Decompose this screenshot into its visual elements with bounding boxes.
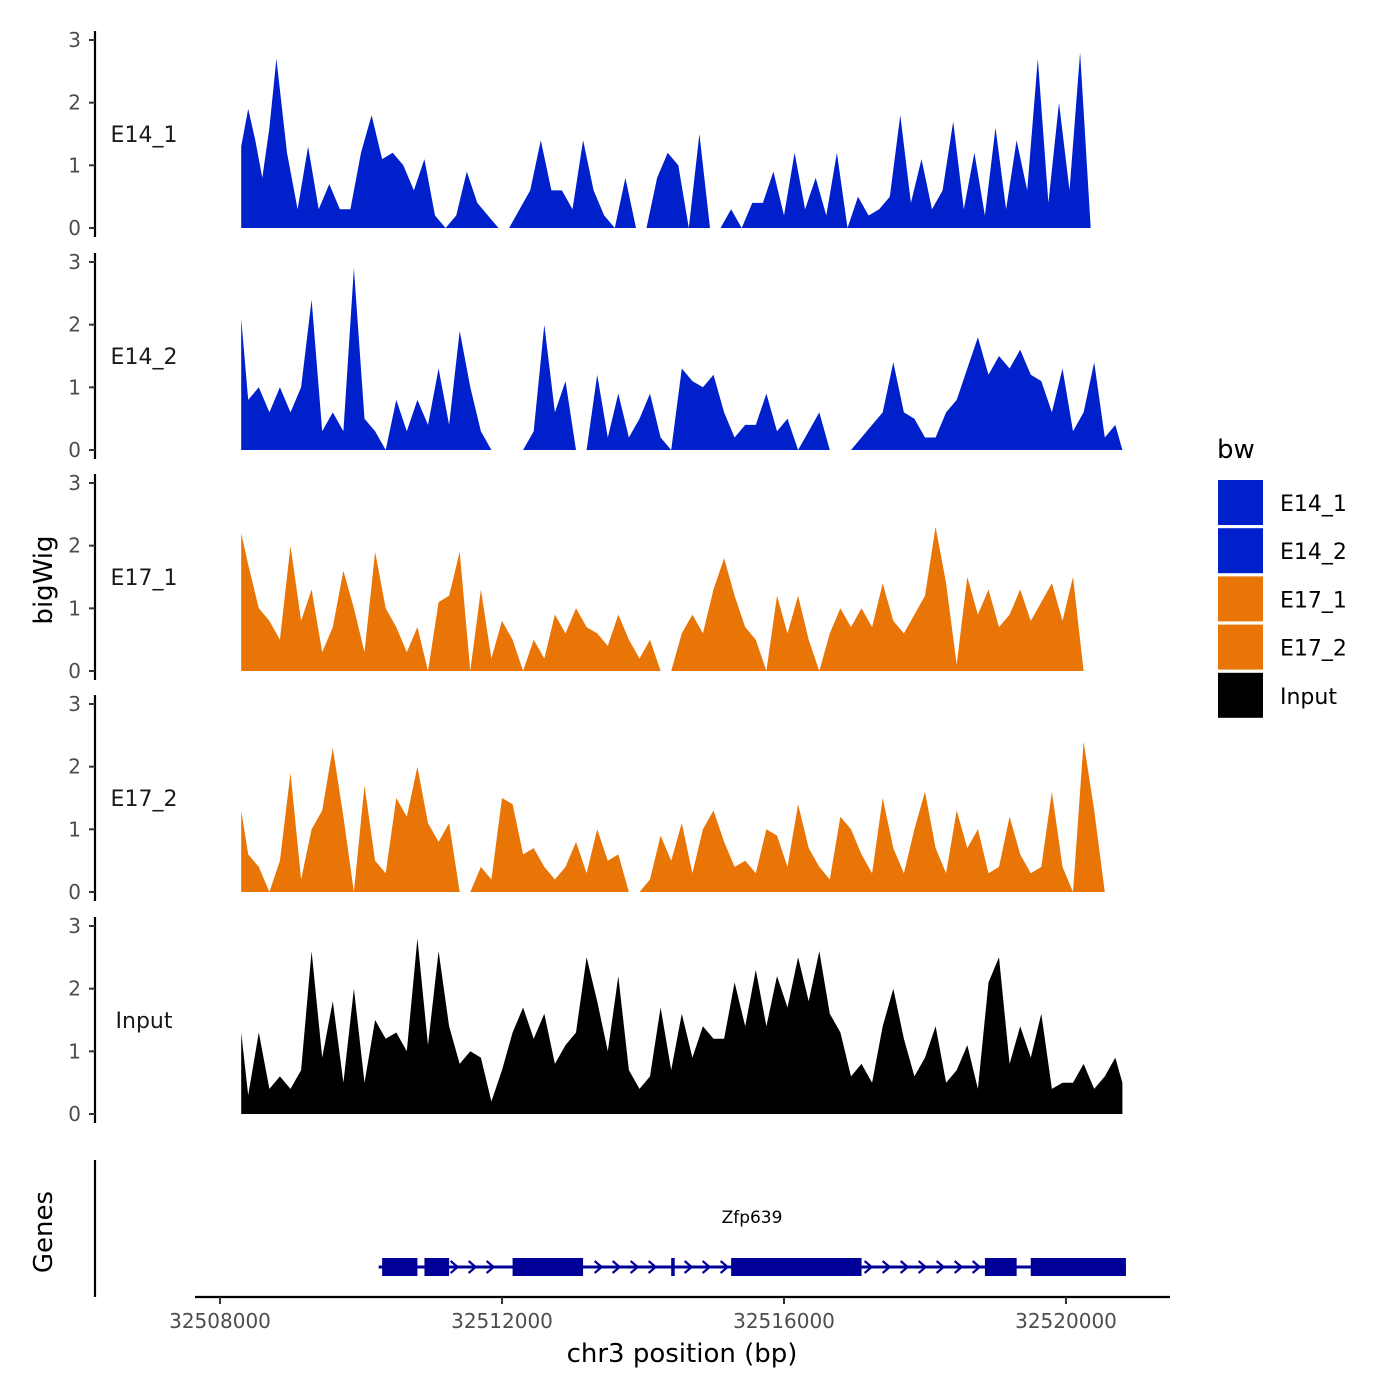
track-Input: 0 1 2 3 Input [68,914,1123,1126]
strand-arrow [611,1260,622,1274]
coverage-area-E17_2 [241,741,1123,892]
track-E14_2: 0 1 2 3 E14_2 [68,250,1123,462]
strand-arrow [647,1260,658,1274]
x-tick-label: 32516000 [733,1309,835,1333]
strand-arrow [899,1260,910,1274]
strand-arrow [629,1260,640,1274]
strand-arrow [935,1260,946,1274]
y-tick-label: 1 [68,817,81,841]
y-axis-title: bigWig [29,535,59,624]
y-tick-label: 0 [68,659,81,683]
x-tick-label: 32512000 [451,1309,553,1333]
coverage-area-E14_1 [241,52,1123,228]
strand-arrow [449,1260,460,1274]
strand-arrow [485,1260,496,1274]
track-E17_1: 0 1 2 3 E17_1 [68,471,1123,683]
gene-exon [984,1258,1017,1276]
track-E17_2: 0 1 2 3 E17_2 [68,692,1123,904]
strand-arrow [467,1260,478,1274]
x-axis: 32508000 32512000 32516000 32520000 [169,1295,1170,1333]
y-tick-label: 1 [68,153,81,177]
y-tick-label: 0 [68,216,81,240]
legend-label: E17_1 [1280,588,1347,613]
strand-arrow [719,1260,730,1274]
y-tick-label: 2 [68,91,81,115]
y-tick-label: 3 [68,250,81,274]
y-tick-label: 2 [68,313,81,337]
strand-arrow [701,1260,712,1274]
legend-label: Input [1280,685,1337,710]
coverage-area-E14_2 [241,268,1123,450]
y-tick-label: 3 [68,471,81,495]
legend-label: E14_2 [1280,540,1347,565]
y-tick-label: 1 [68,596,81,620]
legend-title: bw [1217,435,1255,465]
gene-exon [671,1258,675,1276]
gene-name-label: Zfp639 [722,1208,783,1228]
gene-track: Zfp639 [93,1160,1126,1297]
y-tick-label: 2 [68,977,81,1001]
legend-swatch-E17_1 [1218,576,1263,622]
strand-arrow [683,1260,694,1274]
gene-exon [512,1258,584,1276]
track-label: E17_2 [111,787,178,812]
gene-exon [424,1258,450,1276]
y-tick-label: 0 [68,1102,81,1126]
legend-swatch-E17_2 [1218,624,1263,670]
y-tick-label: 3 [68,28,81,52]
genes-axis-title: Genes [29,1191,59,1273]
legend-label: E14_1 [1280,492,1347,517]
x-tick-label: 32520000 [1015,1309,1117,1333]
coverage-area-Input [241,938,1123,1114]
y-tick-label: 0 [68,880,81,904]
strand-arrow [953,1260,964,1274]
y-tick-label: 1 [68,1039,81,1063]
track-label: E14_2 [111,345,178,370]
track-label: E14_1 [111,123,178,148]
strand-arrow [971,1260,982,1274]
legend-label: E17_2 [1280,637,1347,662]
tracks-layer: 0 1 2 3 E14_1 0 1 2 3 E14_2 0 1 2 3 E17_1 0 1 2 3 E17_2 0 1 2 3… [68,28,1123,1126]
legend-swatch-E14_1 [1218,480,1263,525]
gene-exon [731,1258,862,1276]
gene-exon [1030,1258,1126,1276]
strand-arrow [593,1260,604,1274]
legend: bw E14_1 E14_2 E17_1 E17_2 Input [1217,435,1347,718]
track-E14_1: 0 1 2 3 E14_1 [68,28,1123,240]
y-tick-label: 0 [68,438,81,462]
y-tick-label: 3 [68,692,81,716]
legend-swatch-Input [1218,672,1263,718]
strand-arrow [917,1260,928,1274]
track-label: Input [116,1009,173,1034]
strand-arrow [863,1260,874,1274]
y-tick-label: 2 [68,534,81,558]
strand-arrow [881,1260,892,1274]
x-axis-title: chr3 position (bp) [567,1339,798,1369]
gene-exon [382,1258,418,1276]
track-label: E17_1 [111,566,178,591]
coverage-area-E17_1 [241,526,1123,671]
y-tick-label: 3 [68,914,81,938]
legend-swatch-E14_2 [1218,528,1263,574]
y-tick-label: 1 [68,375,81,399]
x-tick-label: 32508000 [169,1309,271,1333]
y-tick-label: 2 [68,755,81,779]
